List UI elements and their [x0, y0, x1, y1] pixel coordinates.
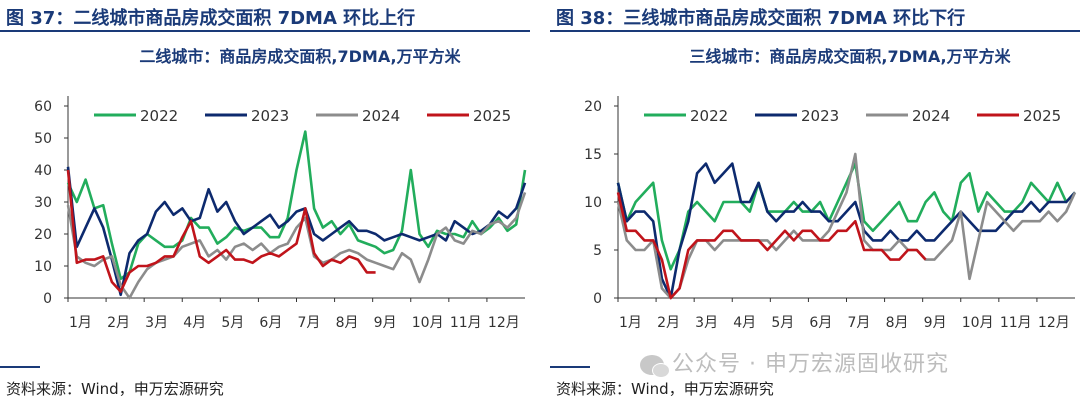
series-line-2022 — [616, 162, 1076, 271]
x-tick-label: 11月 — [450, 315, 482, 331]
series-line-2023 — [66, 166, 527, 297]
x-tick-label: 12月 — [1038, 315, 1070, 331]
x-tick-label: 9月 — [924, 315, 947, 331]
y-tick-label: 15 — [584, 147, 602, 163]
x-tick-label: 10月 — [962, 315, 994, 331]
wechat-icon — [640, 355, 670, 378]
bottom-rule — [0, 366, 40, 368]
x-tick-label: 10月 — [412, 315, 444, 331]
x-tick-label: 8月 — [886, 315, 909, 331]
x-tick-label: 4月 — [183, 315, 206, 331]
x-tick-label: 6月 — [259, 315, 282, 331]
series-line-2024 — [616, 152, 1077, 300]
y-tick-label: 20 — [34, 227, 52, 243]
x-tick-label: 9月 — [374, 315, 397, 331]
legend-label-2022: 2022 — [140, 107, 178, 125]
legend-label-2024: 2024 — [912, 107, 950, 125]
y-tick-label: 0 — [43, 291, 52, 307]
x-tick-label: 2月 — [107, 315, 130, 331]
x-tick-label: 4月 — [733, 315, 756, 331]
source-note: 资料来源：Wind，申万宏源研究 — [6, 380, 224, 398]
y-tick-label: 30 — [34, 195, 52, 211]
series-line-2024 — [66, 191, 527, 300]
x-tick-label: 5月 — [221, 315, 244, 331]
series-line-2022 — [66, 130, 527, 281]
legend: 2022 2023 2024 2025 — [644, 107, 1061, 125]
chart-third-tier-cities: 三线城市：商品房成交面积,7DMA,万平方米 2022 2023 2024 2025 0 5… — [584, 47, 1077, 331]
x-tick-label: 7月 — [298, 315, 321, 331]
chart-title: 二线城市：商品房成交面积,7DMA,万平方米 — [139, 47, 461, 66]
bottom-rule — [550, 366, 590, 368]
y-tick-label: 0 — [593, 291, 602, 307]
y-tick-label: 10 — [584, 195, 602, 211]
y-tick-label: 60 — [34, 99, 52, 115]
source-note: 资料来源：Wind，申万宏源研究 — [556, 380, 774, 398]
legend-label-2024: 2024 — [362, 107, 400, 125]
series-line-2025 — [66, 169, 376, 293]
legend-label-2025: 2025 — [473, 107, 511, 125]
legend: 2022 2023 2024 2025 — [94, 107, 511, 125]
x-tick-label: 3月 — [145, 315, 168, 331]
y-tick-label: 10 — [34, 259, 52, 275]
watermark: 公众号 · 申万宏源固收研究 — [640, 346, 949, 378]
x-tick-label: 6月 — [809, 315, 832, 331]
series-line-2023 — [616, 162, 1076, 300]
x-tick-label: 3月 — [695, 315, 718, 331]
x-tick-label: 12月 — [488, 315, 520, 331]
x-tick-label: 11月 — [1000, 315, 1032, 331]
x-tick-label: 7月 — [848, 315, 871, 331]
title-rule — [550, 30, 1080, 32]
title-rule — [0, 30, 530, 32]
legend-label-2025: 2025 — [1023, 107, 1061, 125]
chart-second-tier-cities: 二线城市：商品房成交面积,7DMA,万平方米 2022 2023 2024 2025 0 1… — [34, 47, 527, 331]
figure-title: 图 37：二线城市商品房成交面积 7DMA 环比上行 — [6, 8, 416, 29]
y-tick-label: 5 — [593, 243, 602, 259]
x-tick-label: 2月 — [657, 315, 680, 331]
series-line-2025 — [616, 192, 927, 300]
figure-37: 图 37：二线城市商品房成交面积 7DMA 环比上行 二线城市：商品房成交面积,… — [0, 0, 530, 408]
x-tick-label: 1月 — [619, 315, 642, 331]
y-tick-label: 20 — [584, 99, 602, 115]
x-tick-label: 1月 — [69, 315, 92, 331]
x-tick-label: 5月 — [771, 315, 794, 331]
legend-label-2023: 2023 — [251, 107, 289, 125]
figure-38: 图 38：三线城市商品房成交面积 7DMA 环比下行 三线城市：商品房成交面积,… — [550, 0, 1080, 408]
watermark-text: 公众号 · 申万宏源固收研究 — [672, 352, 949, 377]
legend-label-2022: 2022 — [690, 107, 728, 125]
y-tick-label: 40 — [34, 163, 52, 179]
x-tick-label: 8月 — [336, 315, 359, 331]
figure-title: 图 38：三线城市商品房成交面积 7DMA 环比下行 — [556, 8, 966, 29]
legend-label-2023: 2023 — [801, 107, 839, 125]
y-tick-label: 50 — [34, 131, 52, 147]
chart-title: 三线城市：商品房成交面积,7DMA,万平方米 — [689, 47, 1011, 66]
